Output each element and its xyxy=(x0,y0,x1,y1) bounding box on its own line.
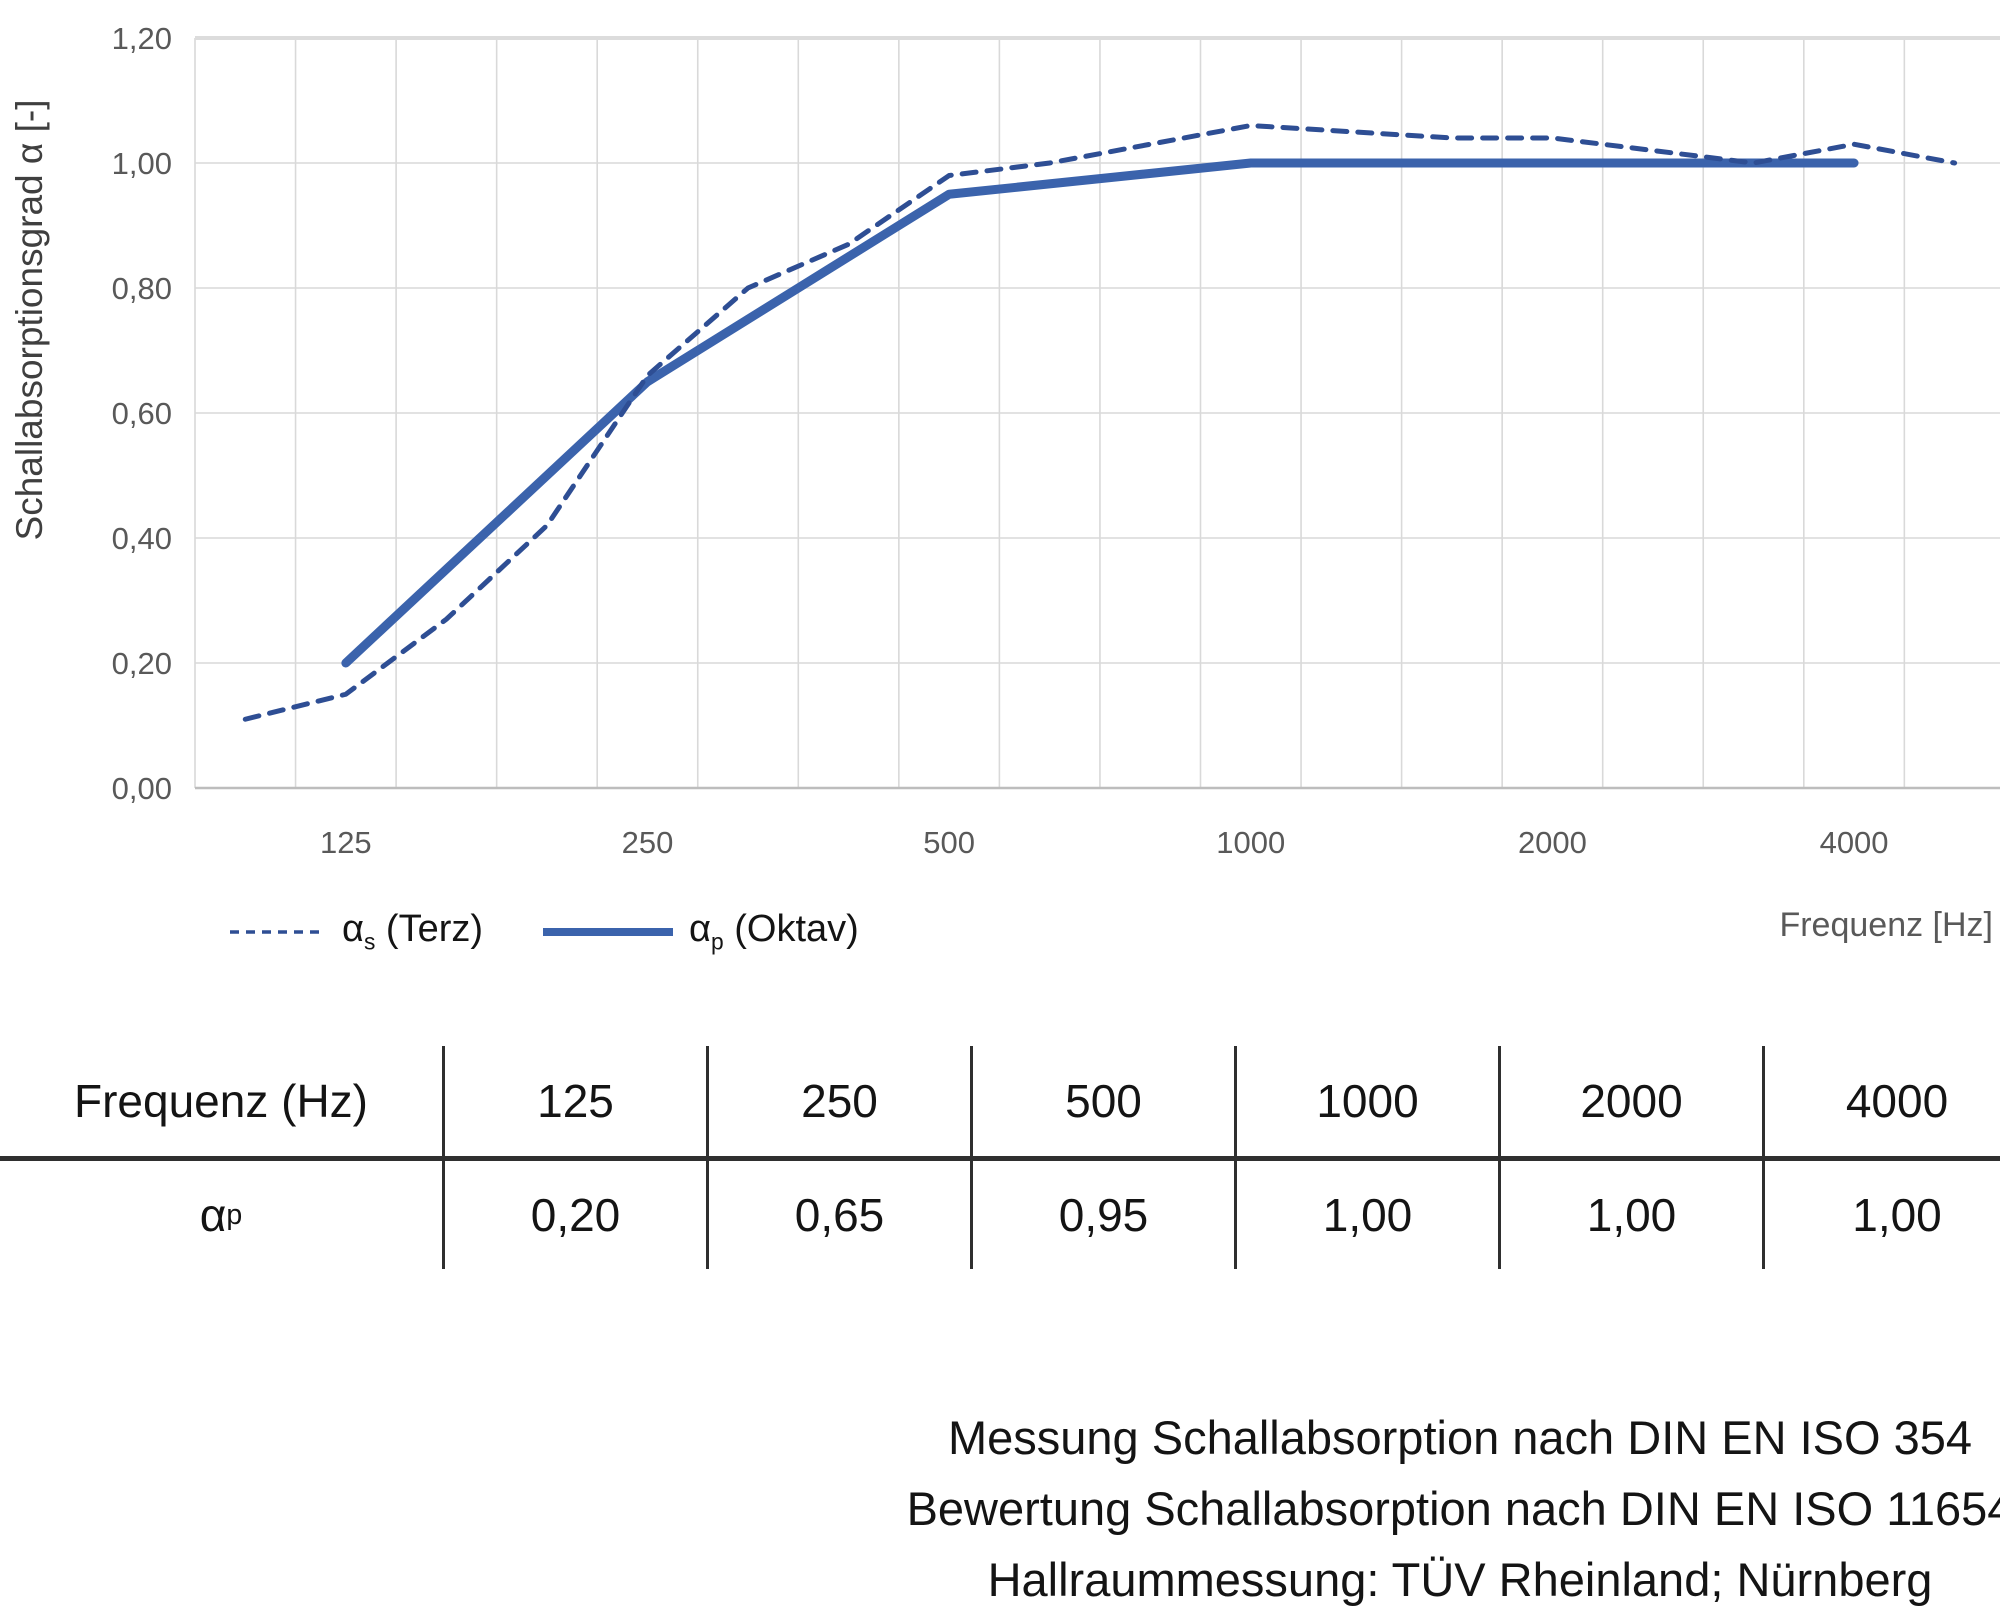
table-value-cell: 1,00 xyxy=(1501,1161,1765,1269)
legend-item-terz: αs (Terz) xyxy=(228,908,483,956)
x-tick-label: 500 xyxy=(923,825,975,860)
table-value-cell: 0,65 xyxy=(709,1161,973,1269)
y-tick-label: 0,80 xyxy=(112,271,172,306)
y-tick-label: 1,20 xyxy=(112,21,172,56)
legend-label-terz: αs (Terz) xyxy=(342,908,484,955)
legend-label-oktav: αp (Oktav) xyxy=(689,908,859,955)
table-header-cell: 250 xyxy=(709,1046,973,1156)
y-tick-label: 0,60 xyxy=(112,396,172,431)
table-header-cell: 125 xyxy=(445,1046,709,1156)
oktav-series-line xyxy=(341,158,1859,668)
table-header-row: Frequenz (Hz) 125 250 500 1000 2000 4000 xyxy=(0,1046,2000,1156)
table-value-cell: 1,00 xyxy=(1852,1189,1942,1241)
terz-series-line xyxy=(242,122,1958,722)
absorption-chart: 0,00 0,20 0,40 0,60 0,80 1,00 1,20 125 250 500 100… xyxy=(112,21,2000,944)
chart-legend: αs (Terz) αp (Oktav) xyxy=(228,908,859,956)
absorption-table: Frequenz (Hz) 125 250 500 1000 2000 4000… xyxy=(0,1046,2000,1269)
dashed-line-sample-icon xyxy=(230,930,326,934)
table-header-cell: 500 xyxy=(973,1046,1237,1156)
x-tick-label: 250 xyxy=(622,825,674,860)
x-tick-label: 125 xyxy=(320,825,372,860)
footer-notes: Messung Schallabsorption nach DIN EN ISO… xyxy=(590,1402,2000,1615)
table-value-cell: 1,00 xyxy=(1237,1161,1501,1269)
table-header-cell: 2000 xyxy=(1501,1046,1765,1156)
x-axis-title: Frequenz [Hz] xyxy=(1779,906,1993,944)
table-value-cell: 0,95 xyxy=(973,1161,1237,1269)
x-tick-label: 4000 xyxy=(1820,825,1889,860)
table-value-cell: 0,20 xyxy=(445,1161,709,1269)
y-tick-label: 0,00 xyxy=(112,771,172,806)
x-tick-label: 1000 xyxy=(1216,825,1285,860)
table-header-cell: 1000 xyxy=(1237,1046,1501,1156)
y-tick-label: 1,00 xyxy=(112,146,172,181)
solid-line-sample-icon xyxy=(543,927,674,936)
x-tick-label: 2000 xyxy=(1518,825,1587,860)
y-tick-label: 0,20 xyxy=(112,646,172,681)
footer-line-3: Hallraummessung: TÜV Rheinland; Nürnberg xyxy=(987,1553,1933,1606)
footer-line-2: Bewertung Schallabsorption nach DIN EN I… xyxy=(906,1482,2000,1535)
table-header-cell: Frequenz (Hz) xyxy=(0,1046,445,1156)
footer-line-1: Messung Schallabsorption nach DIN EN ISO… xyxy=(947,1411,1973,1464)
y-tick-label: 0,40 xyxy=(112,521,172,556)
table-header-cell: 4000 xyxy=(1845,1075,1949,1127)
legend-item-oktav: αp (Oktav) xyxy=(541,908,859,956)
